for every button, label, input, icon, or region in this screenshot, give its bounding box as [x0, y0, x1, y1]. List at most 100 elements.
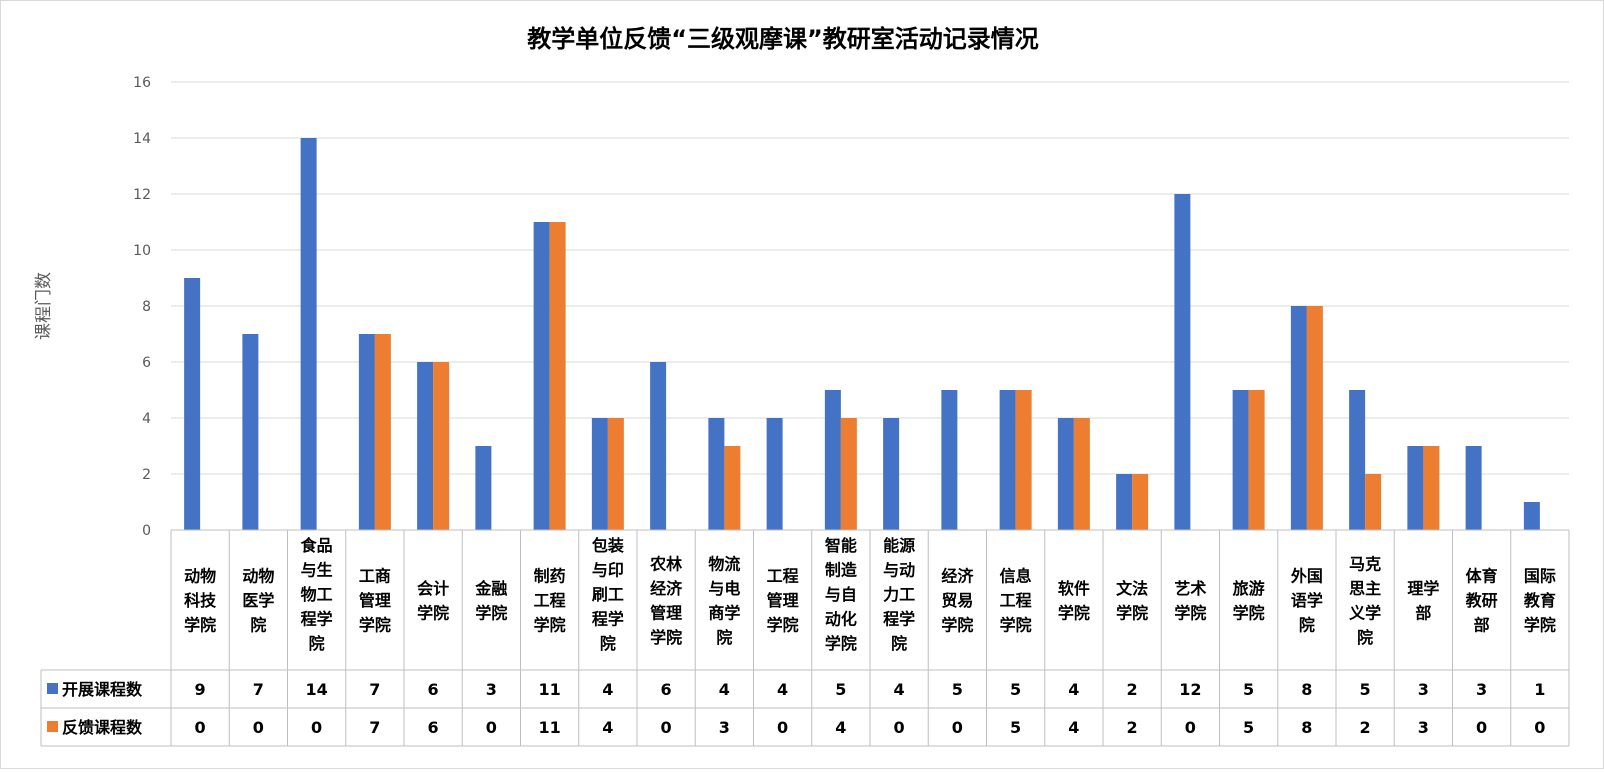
bar-kaizhan-0 [184, 278, 201, 530]
bar-kaizhan-22 [1465, 446, 1482, 530]
category-label-line: 院 [716, 628, 732, 647]
bar-kaizhan-15 [1057, 418, 1074, 530]
legend-swatch-1 [47, 721, 58, 732]
category-label-line: 商学 [708, 603, 740, 622]
y-axis-ticks: 0 2 4 6 8 10 12 14 16 [133, 75, 151, 539]
category-label-line: 国际 [1524, 567, 1556, 586]
table-cell-value: 4 [1068, 718, 1079, 737]
bar-kaizhan-10 [766, 418, 783, 530]
category-label-line: 学院 [1233, 603, 1265, 622]
table-cell-value: 11 [538, 718, 560, 737]
category-label-line: 动物 [184, 567, 216, 586]
bar-kaizhan-12 [883, 418, 900, 530]
table-cell-value: 3 [1476, 680, 1487, 699]
table-cell-value: 6 [661, 680, 672, 699]
category-label-line: 院 [891, 634, 907, 653]
category-label-line: 学院 [1174, 603, 1206, 622]
category-label-line: 与动 [883, 561, 915, 580]
bar-kaizhan-6 [533, 222, 550, 530]
category-label-line: 学院 [650, 628, 682, 647]
y-tick-label: 6 [142, 355, 151, 371]
table-cell-value: 14 [305, 680, 327, 699]
category-label-line: 管理 [767, 591, 799, 610]
category-label-line: 农林 [649, 554, 682, 573]
category-label-line: 食品 [300, 536, 333, 555]
bar-fankui-6 [549, 222, 566, 530]
legend-label-1: 反馈课程数 [62, 718, 143, 737]
category-label-line: 医学 [242, 591, 274, 610]
category-label-line: 工程 [1000, 591, 1032, 610]
data-table: 动物科技学院动物医学院食品与生物工程学院工商管理学院会计学院金融学院制药工程学院… [40, 529, 1570, 747]
category-label-line: 院 [1299, 616, 1315, 635]
bar-kaizhan-8 [650, 362, 667, 530]
table-cell-value: 5 [1243, 718, 1254, 737]
y-tick-label: 12 [133, 187, 151, 203]
bar-fankui-4 [433, 362, 450, 530]
table-cell-value: 8 [1301, 680, 1312, 699]
category-label-line: 理学 [1407, 579, 1439, 598]
category-label-line: 能源 [883, 536, 915, 555]
bar-kaizhan-3 [358, 334, 375, 530]
category-label-line: 旅游 [1233, 579, 1265, 598]
table-cell-value: 5 [1010, 718, 1021, 737]
table-cell-value: 4 [1068, 680, 1079, 699]
category-label-line: 语学 [1291, 591, 1323, 610]
category-label-line: 软件 [1058, 579, 1090, 598]
category-label-line: 经济 [941, 567, 974, 586]
table-cell-value: 4 [602, 718, 613, 737]
table-cell-value: 3 [486, 680, 497, 699]
bar-kaizhan-17 [1174, 194, 1191, 530]
category-label-line: 刷工 [592, 585, 624, 604]
category-label-line: 学院 [1524, 616, 1556, 635]
category-label-line: 程学 [883, 610, 915, 629]
category-label-line: 与自 [825, 585, 857, 604]
table-cell-value: 0 [1185, 718, 1196, 737]
bar-fankui-19 [1306, 306, 1323, 530]
table-cell-value: 11 [538, 680, 560, 699]
bar-kaizhan-9 [708, 418, 725, 530]
legend-swatch-0 [47, 683, 58, 694]
table-cell-value: 0 [486, 718, 497, 737]
bar-fankui-16 [1132, 474, 1149, 530]
table-cell-value: 0 [195, 718, 206, 737]
table-cell-value: 1 [1534, 680, 1545, 699]
bar-kaizhan-21 [1407, 446, 1424, 530]
category-label-line: 与生 [301, 561, 333, 580]
category-label-line: 学院 [1058, 603, 1090, 622]
category-label-line: 院 [1357, 628, 1373, 647]
bar-kaizhan-7 [591, 418, 608, 530]
gridlines [171, 81, 1569, 475]
category-label-line: 工程 [534, 591, 566, 610]
category-label-line: 学院 [359, 616, 391, 635]
bar-kaizhan-11 [824, 390, 841, 530]
category-label-line: 会计 [417, 579, 449, 598]
category-label-21: 理学部 [1407, 579, 1439, 623]
category-label-line: 义学 [1349, 603, 1381, 622]
category-label-line: 学院 [767, 616, 799, 635]
table-cell-value: 5 [1010, 680, 1021, 699]
category-label-line: 信息 [1000, 567, 1032, 586]
y-tick-label: 14 [133, 131, 151, 147]
bar-kaizhan-20 [1349, 390, 1366, 530]
table-cell-value: 4 [602, 680, 613, 699]
bar-fankui-20 [1365, 474, 1382, 530]
bar-kaizhan-5 [475, 446, 492, 530]
table-cell-value: 7 [369, 718, 380, 737]
bar-kaizhan-18 [1232, 390, 1249, 530]
category-label-line: 文法 [1116, 579, 1148, 598]
category-label-line: 学院 [1116, 603, 1148, 622]
table-cell-value: 3 [1418, 718, 1429, 737]
category-label-line: 外国 [1290, 567, 1323, 586]
table-cell-value: 6 [428, 680, 439, 699]
